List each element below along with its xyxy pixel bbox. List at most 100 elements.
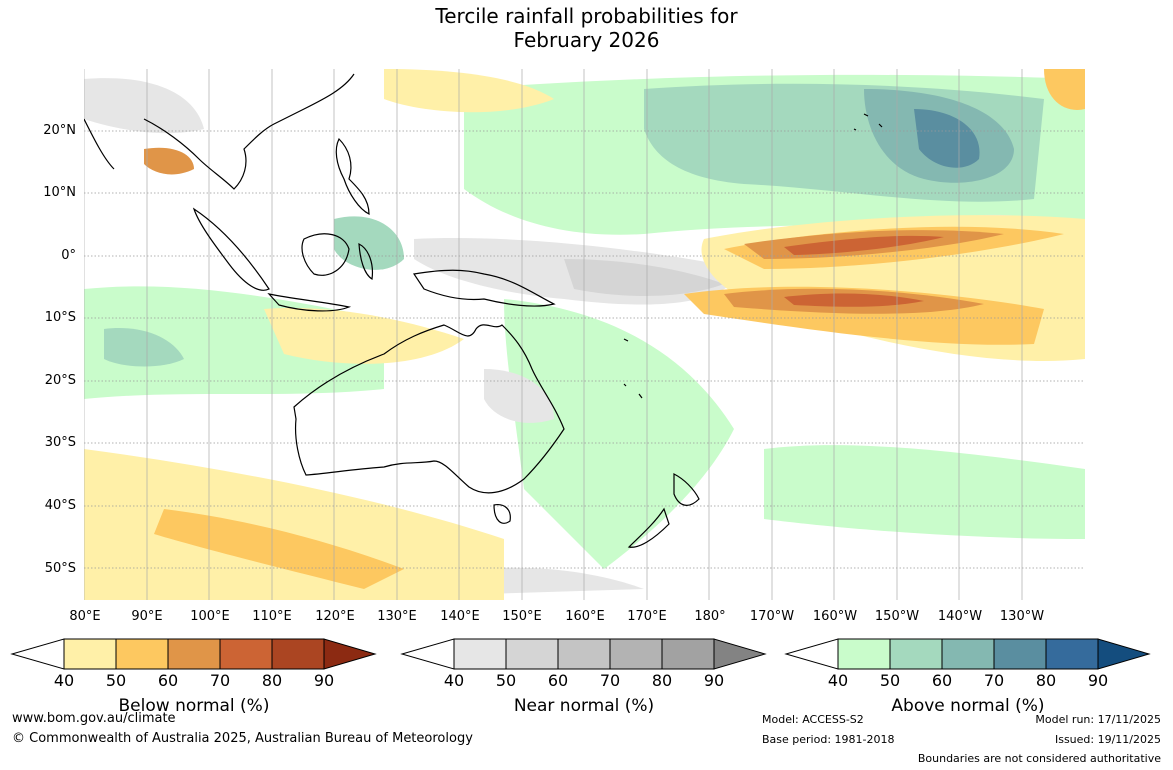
legend-below-tick-70: 70: [209, 671, 231, 690]
colorbar-below-arrow-right: [323, 638, 377, 670]
colorbar-below-swatch-5: [271, 638, 325, 670]
colorbar-below-swatch-4: [219, 638, 273, 670]
colorbar-above-arrow-left: [784, 638, 839, 670]
model-run-text: Model run: 17/11/2025: [1035, 713, 1161, 726]
website-link[interactable]: www.bom.gov.au/climate: [12, 711, 176, 726]
map-canvas: [84, 69, 1085, 600]
coastlines: [84, 73, 883, 548]
colorbar-above-swatch-3: [941, 638, 995, 670]
lat-label-0: 0°: [61, 248, 76, 263]
legend-below-tick-80: 80: [261, 671, 283, 690]
colorbar-below-swatch-3: [167, 638, 221, 670]
colorbar-above-swatch-2: [889, 638, 943, 670]
lon-label-120e: 120°E: [315, 609, 355, 624]
legend-below-tick-90: 90: [313, 671, 335, 690]
lon-label-130e: 130°E: [377, 609, 417, 624]
colorbar-above-normal: [784, 638, 1151, 670]
colorbar-above-swatch-1: [837, 638, 891, 670]
legend-near-tick-40: 40: [443, 671, 465, 690]
legend-above-tick-40: 40: [827, 671, 849, 690]
colorbar-below-normal: [10, 638, 377, 670]
lat-label-30s: 30°S: [44, 435, 76, 450]
map-gridlines: [84, 130, 1085, 569]
lon-label-90e: 90°E: [131, 609, 163, 624]
legend-near-normal: [400, 638, 767, 672]
lon-label-160e: 160°E: [565, 609, 605, 624]
title-line-1: Tercile rainfall probabilities for: [435, 4, 738, 28]
lon-label-140e: 140°E: [440, 609, 480, 624]
philippines-coast: [335, 137, 370, 215]
legend-above-tick-70: 70: [983, 671, 1005, 690]
legend-above-tick-90: 90: [1087, 671, 1109, 690]
legend-near-tick-60: 60: [547, 671, 569, 690]
lat-label-50s: 50°S: [44, 561, 76, 576]
lon-label-110e: 110°E: [252, 609, 292, 624]
pacific-islands: [623, 113, 883, 399]
lat-label-40s: 40°S: [44, 498, 76, 513]
legend-above-tick-60: 60: [931, 671, 953, 690]
model-text: Model: ACCESS-S2: [762, 713, 864, 726]
map-meridians: [84, 69, 1023, 600]
new-guinea-coast: [412, 269, 556, 307]
colorbar-near-swatch-2: [505, 638, 559, 670]
below-normal-regions: [84, 69, 1085, 600]
base-period-text: Base period: 1981-2018: [762, 733, 895, 746]
colorbar-above-swatch-5: [1045, 638, 1099, 670]
above-normal-regions: [84, 74, 1085, 569]
lon-label-180: 180°: [694, 609, 726, 624]
colorbar-near-normal: [400, 638, 767, 670]
title-line-2: February 2026: [513, 28, 660, 52]
borneo-coast: [301, 233, 350, 276]
probability-map: [84, 69, 1085, 600]
colorbar-near-swatch-4: [609, 638, 663, 670]
colorbar-below-swatch-1: [63, 638, 117, 670]
legend-near-tick-50: 50: [495, 671, 517, 690]
map-title: Tercile rainfall probabilities for Febru…: [0, 4, 1173, 52]
lat-label-20n: 20°N: [43, 123, 76, 138]
colorbar-above-swatch-4: [993, 638, 1047, 670]
australia-coast: [293, 324, 565, 494]
java-coast: [267, 293, 352, 312]
legend-near-title: Near normal (%): [513, 696, 655, 716]
colorbar-below-swatch-2: [115, 638, 169, 670]
lon-label-170e: 170°E: [627, 609, 667, 624]
lat-label-10n: 10°N: [43, 185, 76, 200]
lon-label-140w: 140°W: [937, 609, 983, 624]
colorbar-near-arrow-left: [400, 638, 455, 670]
lon-label-150w: 150°W: [874, 609, 920, 624]
legend-above-normal: [784, 638, 1151, 672]
legend-above-tick-50: 50: [879, 671, 901, 690]
indochina-coast: [143, 73, 355, 190]
boundaries-disclaimer: Boundaries are not considered authoritat…: [917, 752, 1161, 765]
sumatra-coast: [192, 207, 270, 291]
issued-text: Issued: 19/11/2025: [1054, 733, 1161, 746]
colorbar-near-swatch-1: [453, 638, 507, 670]
sulawesi-coast: [358, 242, 374, 281]
legend-below-title: Below normal (%): [118, 696, 270, 716]
copyright-text: © Commonwealth of Australia 2025, Austra…: [12, 731, 473, 746]
legend-near-tick-70: 70: [599, 671, 621, 690]
colorbar-near-swatch-3: [557, 638, 611, 670]
lon-label-150e: 150°E: [502, 609, 542, 624]
tasmania-coast: [493, 504, 511, 524]
legend-near-tick-80: 80: [651, 671, 673, 690]
new-zealand-coast: [627, 473, 700, 548]
legend-above-title: Above normal (%): [891, 696, 1045, 716]
lon-label-170w: 170°W: [749, 609, 795, 624]
lon-label-100e: 100°E: [190, 609, 230, 624]
lon-label-130w: 130°W: [999, 609, 1045, 624]
lon-label-80e: 80°E: [69, 609, 101, 624]
legend-below-normal: [10, 638, 377, 672]
legend-below-tick-40: 40: [53, 671, 75, 690]
legend-below-tick-60: 60: [157, 671, 179, 690]
india-coast: [84, 118, 115, 170]
legend-below-tick-50: 50: [105, 671, 127, 690]
lat-label-20s: 20°S: [44, 373, 76, 388]
colorbar-near-swatch-5: [661, 638, 715, 670]
legend-near-tick-90: 90: [703, 671, 725, 690]
lat-label-10s: 10°S: [44, 310, 76, 325]
legend-above-tick-80: 80: [1035, 671, 1057, 690]
colorbar-below-arrow-left: [10, 638, 65, 670]
colorbar-near-arrow-right: [713, 638, 767, 670]
colorbar-above-arrow-right: [1097, 638, 1151, 670]
